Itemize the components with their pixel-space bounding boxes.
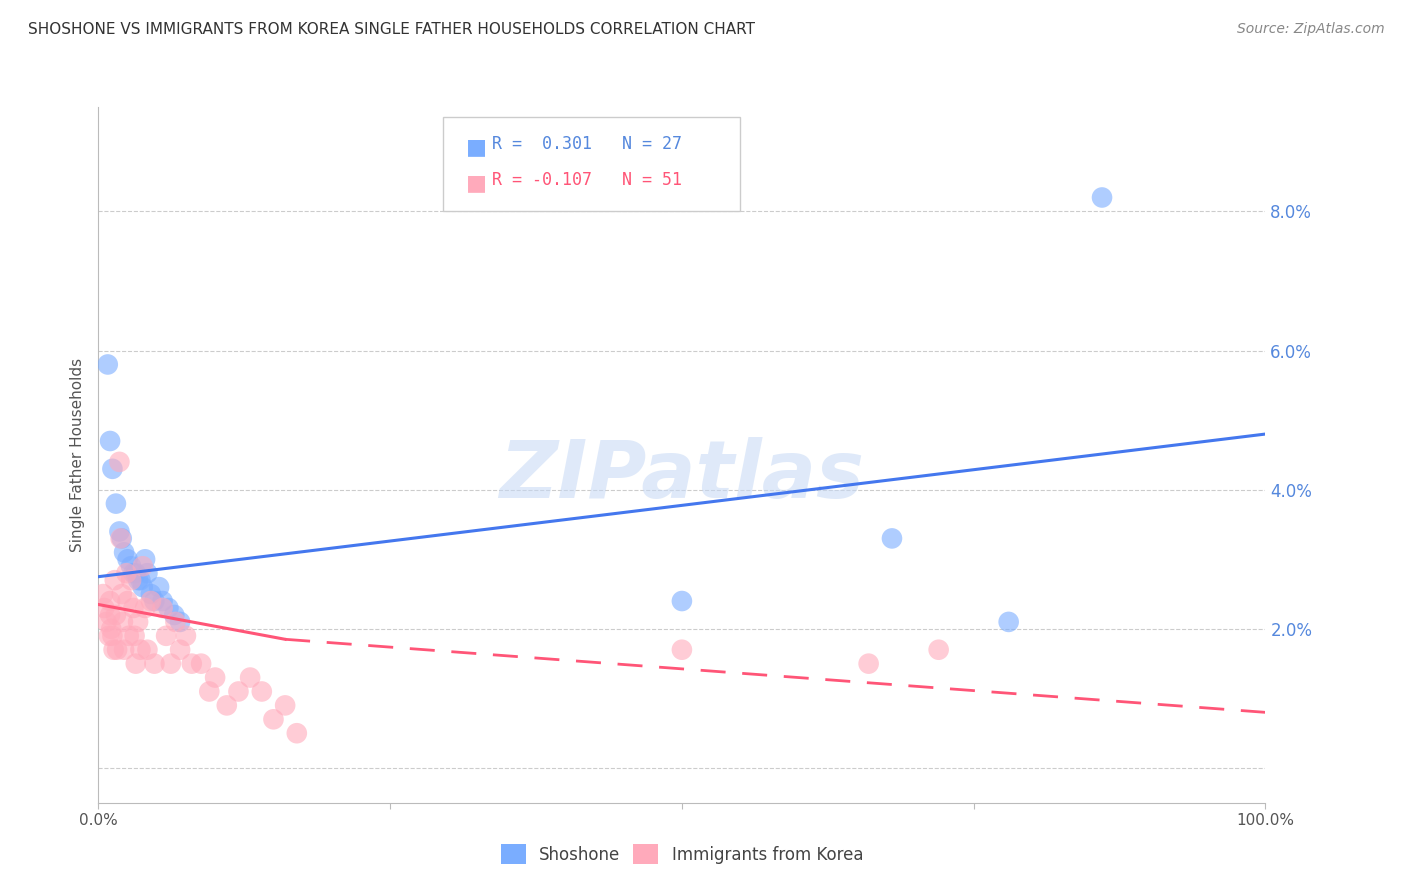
Point [97, 358, 120, 372]
Point [169, 642, 191, 657]
Point [111, 532, 134, 546]
Point [858, 657, 880, 671]
Legend: Shoshone, Immigrants from Korea: Shoshone, Immigrants from Korea [494, 838, 870, 871]
Point [97, 629, 120, 643]
Point [671, 594, 693, 608]
Point [262, 712, 284, 726]
Point [136, 566, 159, 581]
Text: R =  0.301   N = 27: R = 0.301 N = 27 [492, 135, 682, 153]
Point [120, 573, 142, 587]
Point [112, 642, 135, 657]
Point [118, 629, 141, 643]
Point [125, 566, 148, 581]
Point [101, 629, 124, 643]
Point [104, 497, 127, 511]
Point [124, 629, 146, 643]
FancyBboxPatch shape [443, 118, 741, 211]
Point [928, 642, 950, 657]
Point [132, 580, 155, 594]
Point [1091, 190, 1114, 204]
Text: ■: ■ [465, 137, 486, 157]
Text: ■: ■ [465, 173, 486, 194]
Point [155, 629, 177, 643]
Point [125, 657, 148, 671]
Point [100, 622, 122, 636]
Point [122, 566, 145, 581]
Point [671, 642, 693, 657]
Point [165, 615, 187, 629]
Point [239, 671, 262, 685]
Point [104, 573, 127, 587]
Point [110, 532, 132, 546]
Point [129, 573, 152, 587]
Point [134, 552, 156, 566]
Point [134, 601, 156, 615]
Point [129, 642, 152, 657]
Point [112, 545, 135, 559]
Point [190, 657, 212, 671]
Point [285, 726, 308, 740]
Point [108, 455, 131, 469]
Point [98, 434, 121, 448]
Point [93, 601, 115, 615]
Point [127, 615, 149, 629]
Point [98, 594, 121, 608]
Point [111, 587, 134, 601]
Point [997, 615, 1019, 629]
Point [169, 615, 191, 629]
Point [91, 587, 114, 601]
Point [143, 657, 166, 671]
Point [163, 607, 186, 622]
Y-axis label: Single Father Households: Single Father Households [70, 358, 86, 552]
Point [152, 601, 174, 615]
Text: SHOSHONE VS IMMIGRANTS FROM KOREA SINGLE FATHER HOUSEHOLDS CORRELATION CHART: SHOSHONE VS IMMIGRANTS FROM KOREA SINGLE… [28, 22, 755, 37]
Text: Source: ZipAtlas.com: Source: ZipAtlas.com [1237, 22, 1385, 37]
Point [103, 642, 125, 657]
Point [98, 607, 121, 622]
Point [143, 594, 166, 608]
Point [117, 552, 139, 566]
Point [148, 580, 170, 594]
Point [139, 594, 162, 608]
Point [180, 657, 202, 671]
Point [120, 559, 142, 574]
Point [204, 671, 226, 685]
Point [122, 601, 145, 615]
Point [228, 684, 250, 698]
Text: ZIPatlas: ZIPatlas [499, 437, 865, 515]
Point [101, 462, 124, 476]
Point [105, 642, 128, 657]
Point [104, 607, 127, 622]
Point [108, 524, 131, 539]
Point [198, 684, 221, 698]
Point [139, 587, 162, 601]
Point [127, 573, 149, 587]
Point [215, 698, 238, 713]
Point [115, 566, 138, 581]
Point [880, 532, 903, 546]
Point [250, 684, 273, 698]
Point [117, 594, 139, 608]
Point [96, 615, 118, 629]
Point [159, 657, 181, 671]
Point [111, 615, 134, 629]
Point [152, 594, 174, 608]
Point [136, 642, 159, 657]
Point [132, 559, 155, 574]
Point [174, 629, 197, 643]
Text: R = -0.107   N = 51: R = -0.107 N = 51 [492, 171, 682, 189]
Point [157, 601, 180, 615]
Point [274, 698, 297, 713]
